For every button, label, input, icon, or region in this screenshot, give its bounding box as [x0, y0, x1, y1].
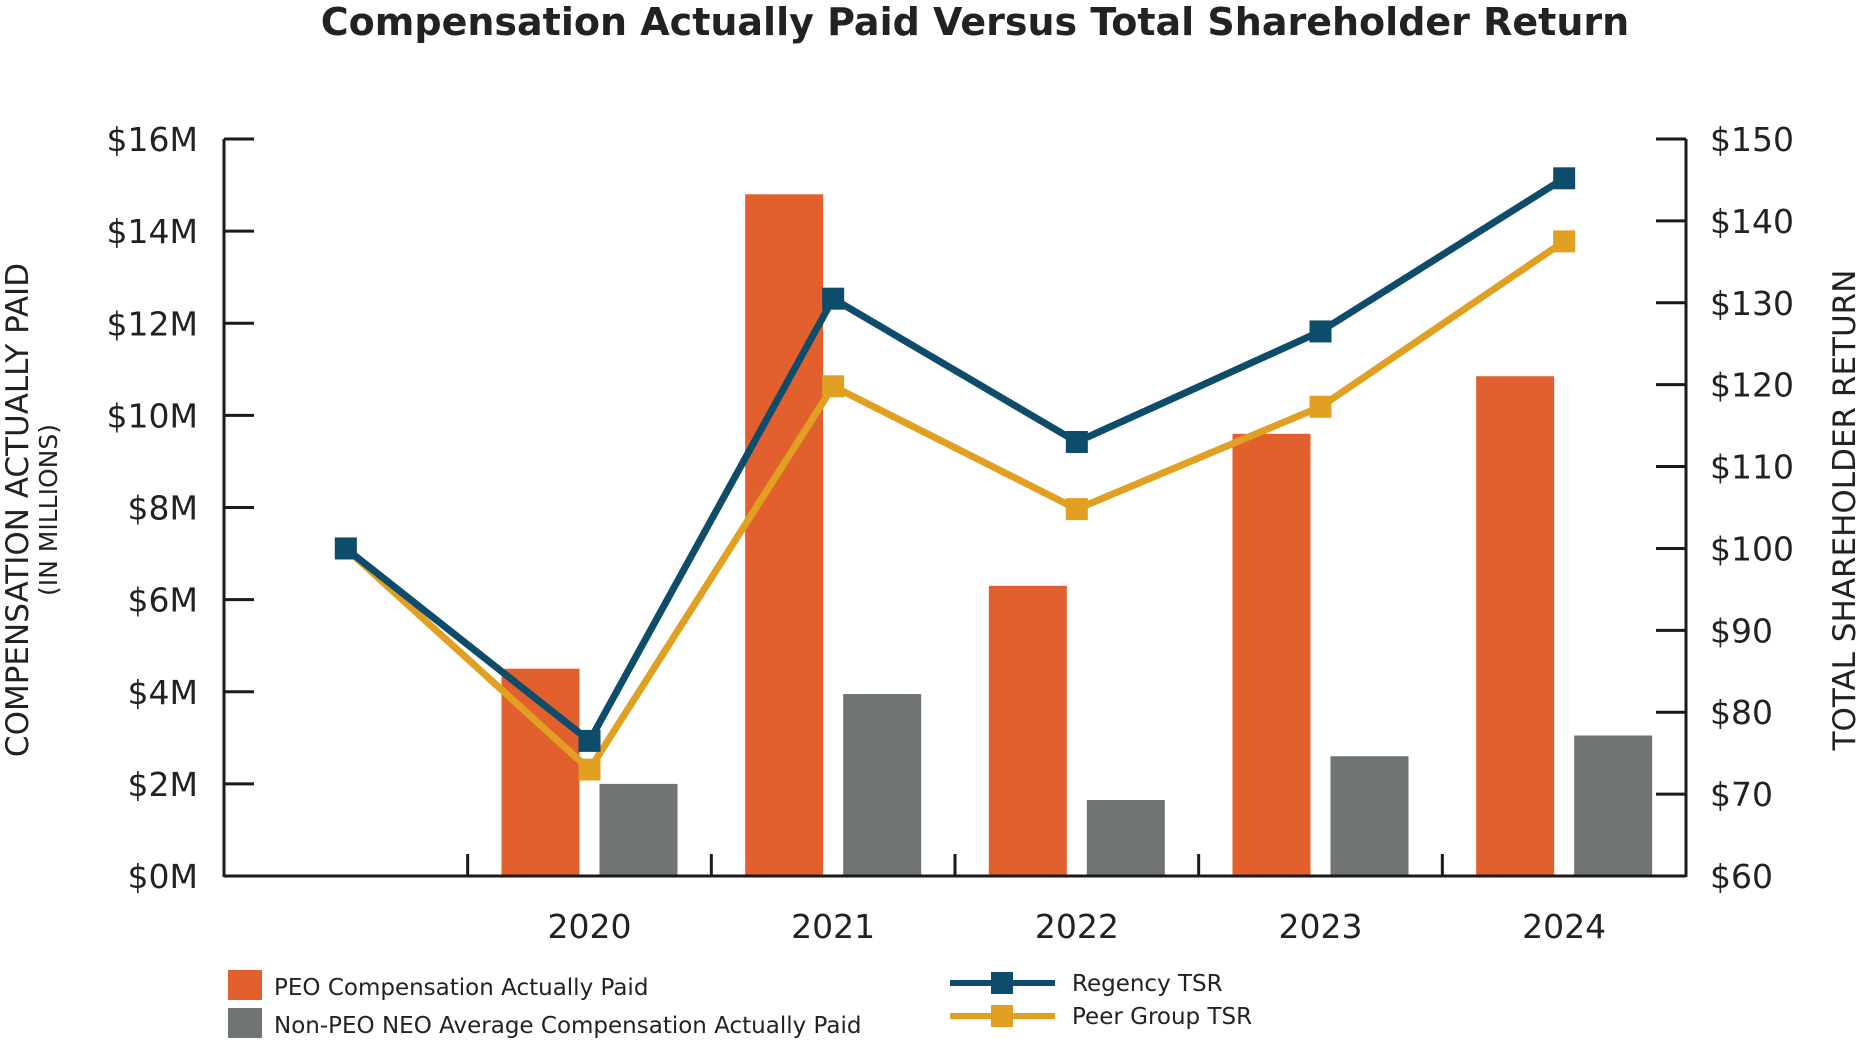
x-tick-label-2022: 2022: [1035, 907, 1119, 946]
bars-layer: [501, 194, 1653, 876]
legend-marker-regency: [991, 972, 1013, 994]
x-tick-label-2021: 2021: [791, 907, 875, 946]
lines-layer: [334, 167, 1576, 781]
axes-layer: $0M $2M $4M $6M $8M $10M $12M $14M $16M $60 $70 $80…: [107, 120, 1794, 946]
bar-peo-2021: [745, 194, 824, 876]
y-right-tick-label-70: $70: [1710, 775, 1773, 814]
point-peer-2021: [822, 375, 845, 398]
legend-label-regency: Regency TSR: [1072, 971, 1223, 997]
y-left-tick-label-4: $4M: [128, 673, 198, 712]
line-peer-tsr: [343, 238, 1567, 775]
bar-peo-2023: [1232, 433, 1311, 876]
bar-peo-2024: [1476, 376, 1555, 876]
point-regency-2022: [1065, 430, 1088, 453]
point-regency-2023: [1309, 320, 1332, 343]
point-regency-2020: [578, 729, 601, 752]
bar-neo-2024: [1574, 735, 1653, 876]
y-right-tick-label-80: $80: [1710, 693, 1773, 732]
legend-label-neo: Non-PEO NEO Average Compensation Actuall…: [274, 1013, 861, 1039]
x-tick-label-2020: 2020: [548, 907, 632, 946]
y-right-tick-label-60: $60: [1710, 857, 1773, 896]
line-regency-tsr: [343, 175, 1567, 747]
y-left-tick-label-2: $2M: [128, 765, 198, 804]
legend-marker-peer: [991, 1005, 1013, 1027]
y-right-tick-label-110: $110: [1710, 448, 1794, 487]
y-left-tick-label-12: $12M: [107, 304, 198, 343]
y-axis-left-title: COMPENSATION ACTUALLY PAID: [0, 263, 36, 757]
point-regency-start: [334, 537, 357, 560]
point-peer-2023: [1309, 395, 1332, 418]
bar-neo-2022: [1086, 799, 1165, 876]
bar-neo-2023: [1330, 756, 1409, 876]
legend-label-peer: Peer Group TSR: [1072, 1004, 1252, 1030]
bar-neo-2020: [599, 783, 678, 876]
x-tick-label-2023: 2023: [1279, 907, 1363, 946]
point-peer-2020: [578, 758, 601, 781]
bar-peo-2022: [988, 585, 1067, 876]
legend-label-peo: PEO Compensation Actually Paid: [274, 975, 648, 1001]
y-right-tick-label-140: $140: [1710, 202, 1794, 241]
point-regency-2024: [1553, 167, 1576, 190]
legend: PEO Compensation Actually Paid Non-PEO N…: [228, 970, 1252, 1039]
y-left-tick-label-10: $10M: [107, 396, 198, 435]
bar-neo-2021: [843, 694, 922, 876]
y-right-tick-label-130: $130: [1710, 284, 1794, 323]
y-axis-right-title: TOTAL SHAREHOLDER RETURN: [1827, 270, 1859, 752]
x-tick-label-2024: 2024: [1522, 907, 1606, 946]
point-peer-2022: [1065, 498, 1088, 521]
legend-swatch-neo: [228, 1008, 262, 1038]
y-left-tick-label-14: $14M: [107, 212, 198, 251]
y-right-tick-label-150: $150: [1710, 120, 1794, 159]
y-left-tick-label-16: $16M: [107, 120, 198, 159]
y-left-tick-label-0: $0M: [128, 857, 198, 896]
legend-swatch-peo: [228, 970, 262, 1000]
y-axis-left-subtitle: (IN MILLIONS): [34, 424, 63, 596]
y-left-tick-label-8: $8M: [128, 489, 198, 528]
y-left-tick-label-6: $6M: [128, 581, 198, 620]
chart-title: Compensation Actually Paid Versus Total …: [321, 0, 1629, 44]
y-right-tick-label-90: $90: [1710, 611, 1773, 650]
y-right-tick-label-120: $120: [1710, 366, 1794, 405]
y-right-tick-label-100: $100: [1710, 529, 1794, 568]
point-peer-2024: [1553, 230, 1576, 253]
point-regency-2021: [822, 287, 845, 310]
